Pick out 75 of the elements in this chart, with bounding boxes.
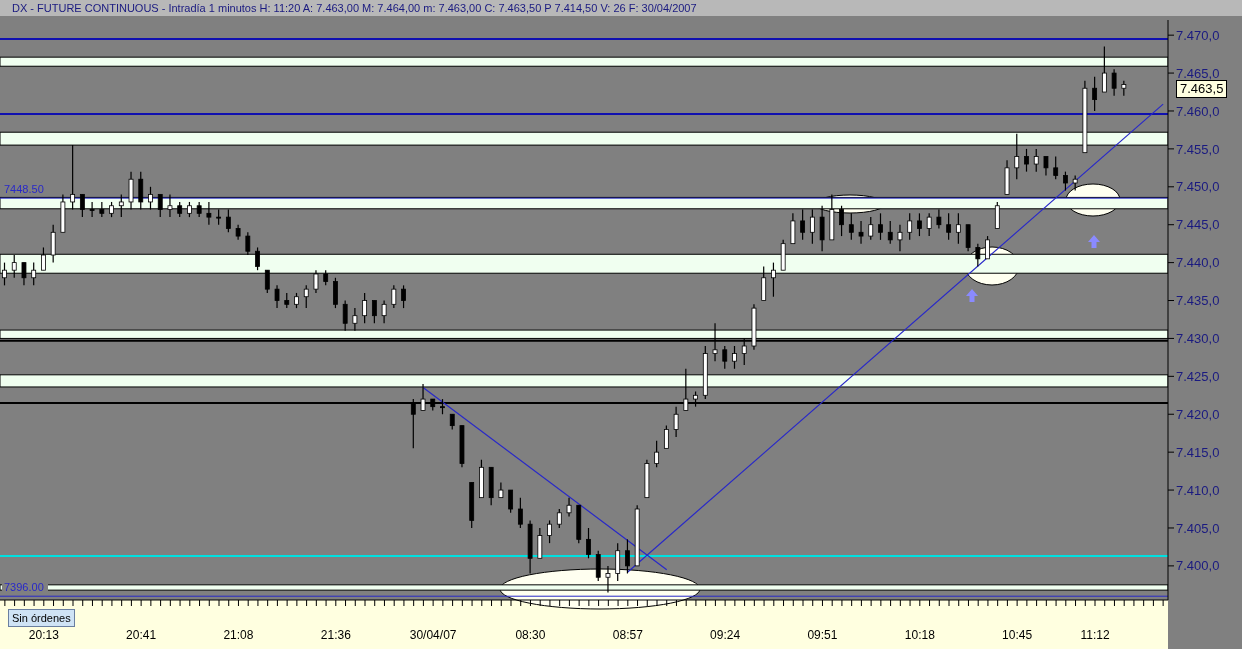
chart-title: DX - FUTURE CONTINUOUS - Intradía 1 minutos H: 11:20 A: 7.463,00 M: 7.464,00 m: 7.463,00 C: 7.463,50 P 7.414,50 V: 26 F: 30/04/2007 [0,0,1242,16]
candlestick [897,224,903,252]
candlestick [848,212,854,241]
y-tick-label: 7.415,0 [1176,444,1220,460]
candlestick [868,216,874,241]
candlestick [547,519,552,544]
y-tick-label: 7.460,0 [1176,103,1220,119]
y-tick-label: 7.470,0 [1176,27,1220,43]
candlestick [1092,76,1098,112]
candlestick [517,497,523,529]
candlestick [508,489,514,514]
x-tick-label: 08:57 [612,627,644,642]
candlestick [371,299,377,324]
candlestick [566,497,572,518]
candlestick [790,212,796,245]
candlestick [917,212,922,237]
y-tick-label: 7.450,0 [1176,179,1220,195]
candlestick [595,550,601,582]
y-tick-label: 7.425,0 [1176,368,1220,384]
candlestick [654,440,660,468]
candlestick [381,299,387,324]
x-tick-label: 10:45 [1002,627,1033,642]
candlestick [615,542,621,582]
candlestick [946,212,952,241]
candlestick [907,212,913,241]
candlestick [722,345,728,370]
x-tick-label: 20:13 [28,627,60,642]
candlestick [858,220,864,245]
y-tick-label: 7.420,0 [1176,406,1220,422]
candlestick [955,212,961,245]
candlestick [1111,68,1117,97]
ref-line-label: 7448.50 [4,183,44,196]
y-tick-label: 7.465,0 [1176,65,1220,81]
x-tick-label: 20:41 [126,627,157,642]
candlestick [1043,155,1049,177]
candlestick [303,284,309,309]
candlestick [537,527,543,559]
candlestick [1024,148,1029,173]
candlestick [878,212,883,241]
candlestick [1053,155,1059,180]
candlestick [673,406,679,438]
y-tick-label: 7.455,0 [1176,141,1220,157]
x-tick-label: 21:36 [320,627,352,642]
ref-line-label: 7396.00 [4,581,44,594]
y-tick-label: 7.405,0 [1176,520,1220,536]
candlestick [556,508,562,529]
y-tick-label: 7.445,0 [1176,217,1220,233]
candlestick [1063,171,1068,192]
text: Sin órdenes [8,609,75,627]
x-tick-label: 10:18 [904,627,936,642]
candlestick [391,284,397,309]
x-tick-label: 09:24 [710,627,741,642]
x-tick-label: 21:08 [223,627,254,642]
y-tick-label: 7.435,0 [1176,293,1220,309]
candlestick [586,527,591,559]
candlestick [401,284,406,309]
candlestick [1033,148,1039,173]
text: 7.463,5 [1176,80,1228,98]
candlestick [663,425,669,449]
candlestick [732,345,737,370]
candlestick [965,224,971,252]
candlestick [333,277,338,309]
candlestick [625,538,630,575]
y-tick-label: 7.400,0 [1176,558,1220,574]
y-tick-label: 7.410,0 [1176,482,1220,498]
candlestick [274,284,280,309]
x-tick-label: 08:30 [515,627,546,642]
x-tick-label: 09:51 [807,627,838,642]
y-tick-label: 7.440,0 [1176,255,1220,271]
candlestick [887,220,893,245]
x-tick-label: 30/04/07 [409,627,457,642]
y-tick-label: 7.430,0 [1176,331,1220,347]
candlestick [362,292,368,324]
x-tick-label: 11:12 [1080,627,1110,642]
candlestick [926,212,932,237]
